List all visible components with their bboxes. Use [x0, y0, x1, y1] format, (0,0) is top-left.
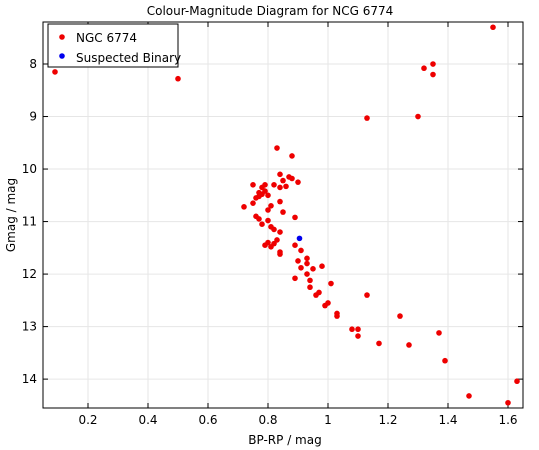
- data-point-ngc6774: [265, 217, 271, 224]
- data-point-ngc6774: [277, 184, 283, 191]
- data-point-ngc6774: [355, 326, 361, 333]
- legend-label-binary: Suspected Binary: [76, 51, 181, 65]
- data-point-ngc6774: [436, 330, 442, 336]
- data-point-ngc6774: [355, 333, 361, 339]
- data-point-ngc6774: [277, 198, 283, 205]
- data-point-ngc6774: [52, 69, 58, 75]
- legend-marker-binary: [59, 53, 65, 59]
- y-tick-label: 13: [22, 320, 37, 334]
- data-point-ngc6774: [280, 177, 286, 184]
- data-point-suspected-binary: [296, 235, 303, 242]
- data-points: [52, 24, 520, 406]
- data-point-ngc6774: [466, 393, 472, 399]
- data-point-ngc6774: [304, 271, 310, 277]
- data-point-ngc6774: [430, 71, 436, 78]
- x-tick-label: 0.6: [198, 413, 217, 427]
- data-point-ngc6774: [397, 313, 403, 319]
- data-point-ngc6774: [415, 113, 421, 120]
- data-point-ngc6774: [250, 200, 256, 206]
- x-tick-label: 0.8: [258, 413, 277, 427]
- data-point-ngc6774: [505, 399, 511, 406]
- y-tick-label: 14: [22, 372, 37, 386]
- grid-layer: [43, 22, 523, 408]
- chart-title: Colour-Magnitude Diagram for NCG 6774: [147, 4, 394, 18]
- data-point-ngc6774: [175, 75, 181, 82]
- data-point-ngc6774: [442, 357, 448, 364]
- data-point-ngc6774: [268, 243, 274, 250]
- data-point-ngc6774: [298, 247, 304, 254]
- y-tick-label: 10: [22, 162, 37, 176]
- data-point-ngc6774: [376, 340, 382, 347]
- data-point-ngc6774: [268, 203, 274, 209]
- data-point-ngc6774: [280, 209, 286, 215]
- data-point-ngc6774: [325, 300, 331, 306]
- data-point-ngc6774: [259, 221, 265, 227]
- legend-box: [47, 23, 179, 68]
- data-point-ngc6774: [307, 277, 313, 284]
- data-point-ngc6774: [295, 179, 301, 185]
- data-point-ngc6774: [406, 342, 412, 348]
- axis-ticks: 0.2 0.4 0.6 0.8 1 1.2 1.4 1.6 8 9 10 11 12 13 14: [22, 22, 523, 427]
- data-point-ngc6774: [271, 182, 277, 188]
- data-point-ngc6774: [304, 255, 310, 262]
- y-tick-label: 9: [29, 110, 37, 124]
- data-point-ngc6774: [265, 192, 271, 199]
- data-point-ngc6774: [313, 292, 319, 298]
- legend-marker-ngc6774: [59, 34, 65, 40]
- y-tick-label: 12: [22, 267, 37, 281]
- data-point-ngc6774: [274, 145, 280, 151]
- data-point-ngc6774: [307, 284, 313, 291]
- x-axis-label: BP-RP / mag: [248, 433, 321, 447]
- x-tick-label: 0.4: [138, 413, 157, 427]
- data-point-ngc6774: [283, 183, 289, 190]
- x-tick-label: 1.6: [498, 413, 517, 427]
- data-point-ngc6774: [430, 61, 436, 67]
- data-point-ngc6774: [262, 188, 268, 194]
- x-tick-label: 0.2: [78, 413, 97, 427]
- y-axis-label: Gmag / mag: [4, 178, 18, 252]
- data-point-ngc6774: [292, 275, 298, 282]
- data-point-ngc6774: [364, 115, 370, 121]
- data-point-ngc6774: [304, 260, 310, 267]
- data-point-ngc6774: [253, 195, 259, 201]
- data-point-ngc6774: [289, 175, 295, 182]
- x-tick-label: 1.4: [438, 413, 457, 427]
- data-point-ngc6774: [310, 266, 316, 272]
- data-point-ngc6774: [241, 204, 247, 210]
- data-point-ngc6774: [277, 229, 283, 235]
- data-point-ngc6774: [262, 242, 268, 248]
- data-point-ngc6774: [514, 378, 520, 385]
- data-point-ngc6774: [295, 258, 301, 264]
- data-point-ngc6774: [250, 182, 256, 188]
- data-point-ngc6774: [328, 280, 334, 287]
- data-point-ngc6774: [289, 153, 295, 159]
- y-tick-label: 8: [29, 57, 37, 71]
- data-point-ngc6774: [271, 226, 277, 233]
- data-point-ngc6774: [256, 216, 262, 222]
- data-point-ngc6774: [334, 313, 340, 319]
- data-point-ngc6774: [364, 292, 370, 298]
- x-tick-label: 1: [324, 413, 332, 427]
- data-point-ngc6774: [265, 207, 271, 213]
- plot-frame: [42, 21, 524, 409]
- data-point-ngc6774: [490, 24, 496, 31]
- legend-label-ngc6774: NGC 6774: [76, 31, 137, 45]
- data-point-ngc6774: [292, 242, 298, 248]
- y-tick-label: 11: [22, 215, 37, 229]
- data-point-ngc6774: [292, 214, 298, 221]
- data-point-ngc6774: [277, 171, 283, 178]
- data-point-ngc6774: [421, 65, 427, 72]
- legend: NGC 6774 Suspected Binary: [47, 23, 181, 68]
- data-point-ngc6774: [277, 251, 283, 257]
- x-tick-label: 1.2: [378, 413, 397, 427]
- data-point-ngc6774: [298, 264, 304, 271]
- data-point-ngc6774: [319, 263, 325, 270]
- data-point-ngc6774: [349, 326, 355, 333]
